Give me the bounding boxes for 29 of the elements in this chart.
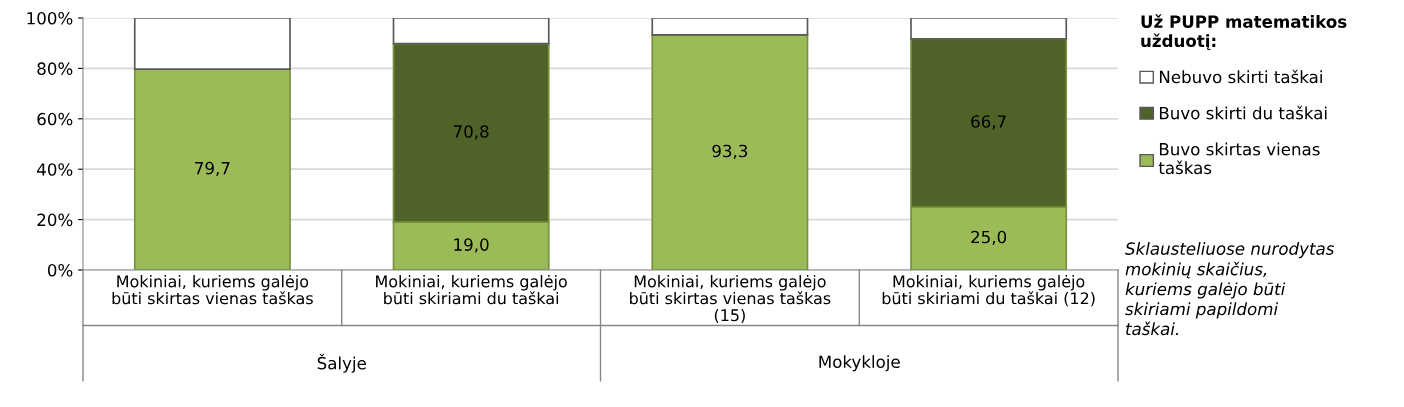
legend-title: Už PUPP matematikos užduotį: bbox=[1141, 14, 1347, 51]
bar bbox=[133, 68, 291, 270]
data-label: 70,8 bbox=[453, 125, 489, 140]
y-tick-label: 0% bbox=[47, 263, 73, 277]
data-label: 79,7 bbox=[195, 161, 230, 177]
legend-label: Nebuvo skirti taškai bbox=[1159, 69, 1322, 84]
y-tick-label: 40% bbox=[37, 163, 73, 176]
text: Šalyje bbox=[317, 353, 366, 373]
x-tick-label: Mokiniai, kuriems galėjo būti skirtas vienas taškas (15) bbox=[630, 275, 831, 324]
y-tick-label: 60% bbox=[37, 112, 73, 126]
x-tick-label: Mokiniai, kuriems galėjo būti skirtas vienas taškas bbox=[112, 275, 313, 305]
bar bbox=[651, 34, 809, 270]
bar bbox=[651, 18, 809, 36]
bar bbox=[133, 18, 291, 70]
y-tick-label: 100% bbox=[27, 11, 73, 25]
data-label: 25,0 bbox=[971, 230, 1007, 246]
text: Sklausteliuose nurodytas mokinių skaičius, kuriems galėjo būti skiriami papildomi taškai. bbox=[1125, 242, 1335, 336]
data-label: 93,3 bbox=[712, 144, 748, 159]
bar bbox=[910, 18, 1068, 40]
legend-label: Buvo skirti du taškai bbox=[1159, 105, 1327, 120]
y-tick-label: 80% bbox=[37, 62, 73, 75]
legend-label: Buvo skirtas vienas taškas bbox=[1158, 142, 1320, 175]
y-tick-label: 20% bbox=[37, 213, 73, 227]
data-label: 19,0 bbox=[454, 238, 489, 253]
data-label: 66,7 bbox=[971, 115, 1006, 130]
bar bbox=[392, 18, 550, 45]
text: Mokykloje bbox=[819, 355, 900, 372]
x-tick-label: Mokiniai, kuriems galėjo būti skiriami du taškai bbox=[376, 275, 567, 305]
x-tick-label: Mokiniai, kuriems galėjo būti skiriami du taškai (12) bbox=[882, 275, 1095, 307]
